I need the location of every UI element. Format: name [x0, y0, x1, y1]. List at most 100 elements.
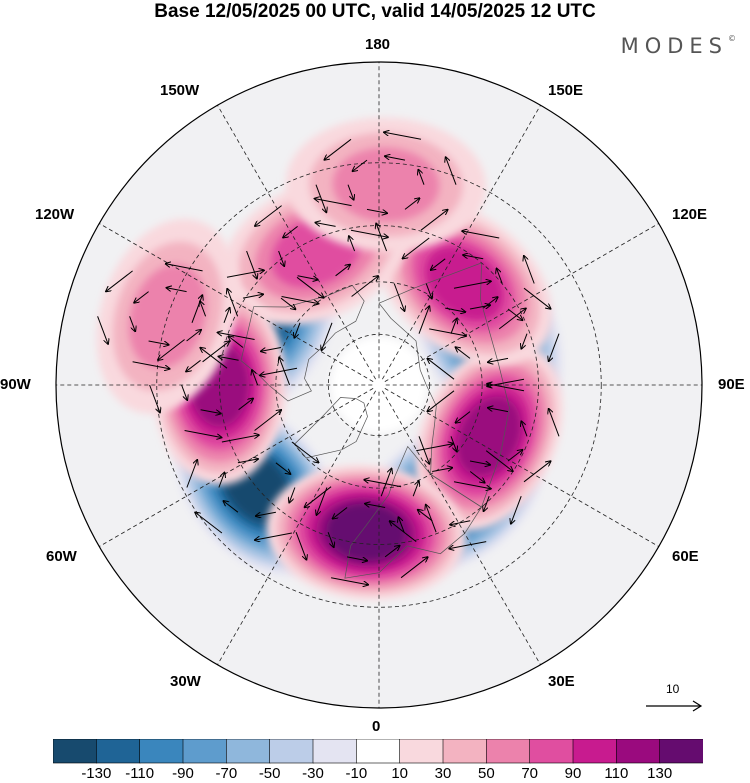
- wind-arrow: [524, 256, 535, 284]
- wind-arrow: [498, 309, 526, 330]
- colorbar-tick-label: -70: [215, 765, 238, 782]
- wind-arrow: [418, 170, 425, 185]
- colorbar-swatch: [96, 739, 141, 764]
- colorbar-swatch: [139, 739, 184, 764]
- reference-vector-label: 10: [666, 682, 680, 696]
- wind-arrow: [218, 473, 225, 488]
- positive-anomaly-contour: [425, 246, 504, 321]
- lon-label-30w: 30W: [170, 673, 201, 690]
- wind-arrow: [549, 333, 560, 361]
- map-title: Base 12/05/2025 00 UTC, valid 14/05/2025…: [154, 1, 596, 22]
- wind-arrow: [195, 513, 223, 534]
- wind-arrow: [254, 410, 282, 431]
- wind-arrow: [469, 460, 490, 465]
- wind-arrow: [432, 468, 452, 472]
- colorbar: [53, 739, 703, 764]
- wind-arrow: [255, 205, 282, 226]
- positive-anomaly-contour: [456, 396, 522, 477]
- lon-label-90e: 90E: [718, 376, 745, 393]
- wind-arrow: [237, 459, 258, 464]
- colorbar-tick-label: 130: [647, 765, 673, 782]
- wind-arrow: [229, 336, 244, 348]
- wind-arrow: [453, 481, 491, 489]
- meridian-line: [384, 388, 659, 547]
- parallel-circle: [156, 162, 602, 608]
- wind-arrow: [327, 532, 334, 547]
- lon-label-0: 0: [372, 718, 381, 735]
- wind-arrow: [482, 297, 497, 309]
- wind-arrow: [226, 270, 264, 278]
- wind-arrow: [462, 231, 500, 239]
- colorbar-swatch: [442, 739, 488, 764]
- lon-label-90w: 90W: [0, 376, 31, 393]
- wind-arrow: [325, 138, 352, 159]
- wind-arrow: [333, 507, 348, 519]
- reference-vector: 10: [640, 682, 710, 716]
- colorbar-tick-label: -90: [172, 765, 194, 782]
- wind-arrow: [181, 384, 188, 400]
- wind-arrow: [347, 184, 354, 200]
- positive-anomaly-contour: [128, 264, 207, 369]
- wind-arrow: [186, 330, 201, 342]
- wind-arrow: [347, 556, 367, 561]
- wind-arrow: [279, 358, 291, 386]
- lon-label-150e: 150E: [548, 82, 584, 99]
- wind-arrow: [186, 359, 201, 371]
- wind-arrow: [295, 532, 306, 559]
- meridian-line: [99, 223, 374, 382]
- coastline: [294, 397, 368, 459]
- colorbar-tick-label: 110: [604, 765, 629, 782]
- meridian-line: [382, 105, 541, 380]
- wind-arrow: [97, 316, 108, 344]
- wind-arrow: [400, 557, 428, 579]
- colorbar-swatch: [529, 739, 574, 764]
- colorbar-tick-label: -130: [81, 765, 112, 782]
- wind-arrow: [456, 411, 471, 423]
- logo-text: MODES: [620, 34, 728, 58]
- wind-arrow: [403, 237, 430, 258]
- wind-arrow: [497, 269, 503, 284]
- colorbar-tick-label: 90: [564, 765, 582, 782]
- wind-arrow: [200, 409, 221, 414]
- colorbar-swatch: [312, 739, 358, 764]
- wind-arrow: [393, 283, 404, 311]
- wind-arrow: [469, 471, 484, 483]
- wind-arrow: [351, 276, 379, 297]
- lon-label-120w: 120W: [35, 206, 75, 223]
- wind-arrow: [186, 460, 197, 488]
- wind-arrow: [224, 501, 239, 513]
- wind-arrow: [384, 546, 399, 558]
- wind-arrow: [275, 462, 290, 474]
- wind-arrow: [149, 384, 160, 412]
- colorbar-swatch: [269, 739, 314, 764]
- wind-arrow: [278, 250, 285, 266]
- wind-arrow: [426, 505, 437, 533]
- colorbar-tick-label: -10: [345, 765, 368, 782]
- wind-arrow: [349, 236, 356, 252]
- colorbar-tick-label: 50: [477, 765, 495, 782]
- wind-arrow: [322, 322, 333, 350]
- wind-arrow: [488, 408, 509, 413]
- wind-arrow: [289, 487, 296, 503]
- meridian-line: [382, 390, 541, 665]
- wind-arrow: [158, 339, 185, 361]
- wind-arrow: [315, 199, 352, 207]
- wind-arrow: [463, 255, 484, 260]
- wind-arrow: [420, 210, 448, 231]
- wind-arrow: [200, 348, 228, 369]
- wind-arrow: [365, 504, 386, 508]
- colorbar-swatch: [659, 739, 703, 764]
- logo-mark: ©: [728, 34, 736, 43]
- wind-arrow: [431, 258, 446, 270]
- wind-arrow: [404, 198, 419, 210]
- wind-arrow: [353, 159, 368, 171]
- wind-arrow: [335, 265, 350, 277]
- colorbar-tick-label: -30: [302, 765, 324, 782]
- wind-arrow: [252, 370, 259, 386]
- wind-arrow: [445, 307, 465, 312]
- wind-arrow: [305, 486, 332, 508]
- wind-arrow: [446, 157, 457, 185]
- wind-arrow: [315, 184, 326, 213]
- wind-arrow: [280, 297, 295, 309]
